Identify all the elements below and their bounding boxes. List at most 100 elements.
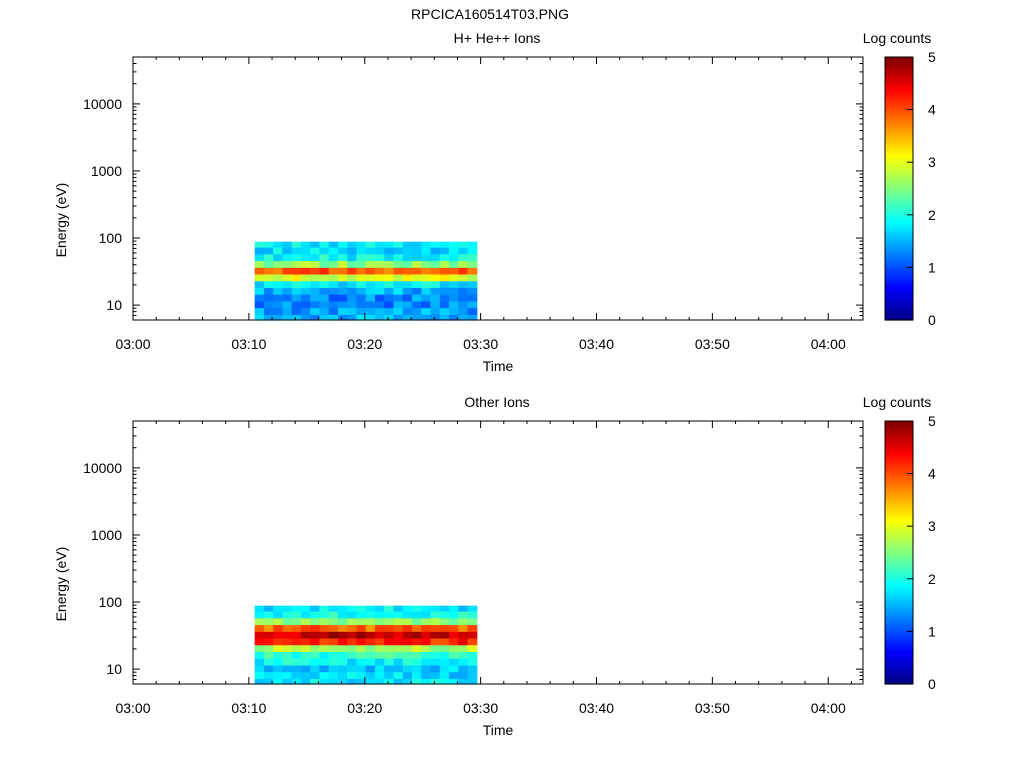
heatmap-cell (263, 651, 274, 659)
heatmap-cell (402, 671, 413, 679)
heatmap-cell (300, 260, 311, 268)
heatmap-cell (273, 280, 284, 288)
heatmap-cell (319, 664, 330, 673)
colorbar-band (885, 673, 913, 677)
heatmap-cell (273, 273, 284, 282)
heatmap-cell (337, 260, 348, 268)
heatmap-cell (356, 658, 367, 666)
colorbar-band (885, 185, 913, 190)
heatmap-cell (365, 671, 376, 679)
heatmap-cell (384, 651, 395, 659)
heatmap-cell (273, 644, 284, 652)
y-tick-label: 10 (106, 661, 122, 677)
colorbar-band (885, 62, 913, 66)
heatmap-cell (263, 644, 274, 652)
colorbar-band (885, 285, 913, 290)
colorbar-band (885, 191, 913, 195)
heatmap-cell (300, 300, 311, 309)
heatmap-cell (291, 611, 302, 619)
heatmap-cell (384, 617, 395, 626)
colorbar-band (885, 547, 913, 551)
heatmap-cell (291, 651, 302, 659)
colorbar-band (885, 175, 913, 179)
colorbar-band (885, 196, 913, 200)
heatmap-cell (421, 644, 432, 652)
heatmap-cell (337, 253, 348, 262)
y-tick-label: 100 (99, 230, 123, 246)
heatmap-cell (356, 260, 367, 268)
heatmap-cell (310, 664, 321, 673)
heatmap-cell (356, 605, 367, 612)
colorbar-band (885, 264, 913, 268)
colorbar-band (885, 594, 913, 598)
colorbar-band (885, 523, 913, 527)
x-tick-label: 03:00 (115, 336, 150, 352)
heatmap-cell (337, 617, 348, 626)
heatmap-cell (439, 637, 450, 646)
heatmap-cell (356, 314, 367, 321)
heatmap-cell (430, 631, 441, 639)
heatmap-cell (421, 280, 432, 288)
colorbar-band (885, 106, 913, 111)
colorbar-band (885, 135, 913, 140)
heatmap-cell (467, 273, 478, 282)
heatmap-cell (402, 631, 413, 639)
heatmap-cell (402, 241, 413, 248)
heatmap-cell (411, 611, 422, 619)
heatmap-cell (467, 280, 478, 288)
heatmap-cell (319, 294, 330, 302)
heatmap-cell (384, 637, 395, 646)
y-tick-label: 10000 (83, 96, 122, 112)
colorbar-band (885, 246, 913, 250)
colorbar-band (885, 206, 913, 211)
heatmap-cell (393, 241, 404, 248)
colorbar-band (885, 156, 913, 161)
colorbar-band (885, 96, 913, 100)
heatmap-cell (421, 611, 432, 619)
heatmap-cell (282, 664, 293, 673)
heatmap-cell (393, 307, 404, 315)
heatmap-cell (449, 671, 459, 679)
heatmap-cell (411, 644, 422, 652)
heatmap-cell (393, 273, 404, 282)
heatmap-cell (449, 651, 459, 659)
colorbar-band (885, 59, 913, 63)
colorbar-band (885, 170, 913, 174)
heatmap-cell (337, 300, 348, 309)
heatmap-cell (319, 280, 330, 288)
heatmap-cell (384, 294, 395, 302)
colorbar-band (885, 67, 913, 71)
heatmap-cell (439, 241, 450, 248)
colorbar-band (885, 541, 913, 546)
heatmap-cell (337, 631, 348, 639)
colorbar-tick-label: 4 (928, 466, 936, 482)
colorbar-band (885, 146, 913, 150)
heatmap-cell (347, 605, 358, 612)
heatmap-cell (328, 247, 339, 255)
heatmap-cell (273, 267, 284, 275)
heatmap-cell (356, 678, 367, 685)
colorbar-band (885, 589, 913, 593)
heatmap-cell (356, 300, 367, 309)
colorbar-band (885, 101, 913, 105)
heatmap-cell (254, 280, 265, 288)
heatmap-cell (449, 624, 459, 632)
heatmap-cell (347, 247, 358, 255)
heatmap-cell (402, 605, 413, 612)
heatmap-cell (300, 678, 311, 685)
x-tick-label: 03:00 (115, 700, 150, 716)
heatmap-cell (430, 644, 441, 652)
colorbar-band (885, 70, 913, 74)
colorbar-band (885, 217, 913, 221)
heatmap-cell (374, 637, 385, 646)
heatmap-cell (319, 611, 330, 619)
heatmap-cell (365, 294, 376, 302)
colorbar-band (885, 536, 913, 540)
heatmap-cell (411, 253, 422, 262)
heatmap-cell (365, 658, 376, 666)
heatmap-cell (319, 260, 330, 268)
heatmap-cell (365, 300, 376, 309)
heatmap-cell (291, 273, 302, 282)
colorbar-band (885, 151, 913, 155)
